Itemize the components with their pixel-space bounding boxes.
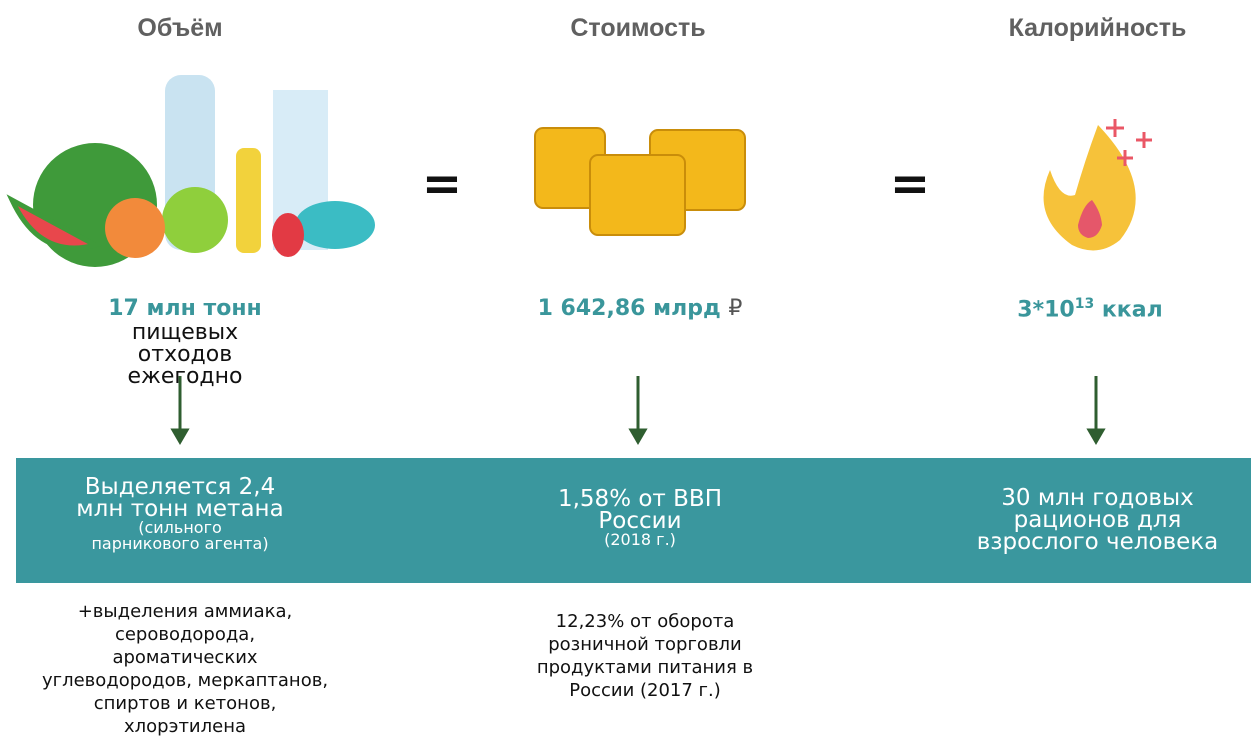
value-note: пищевых отходов ежегодно — [110, 322, 260, 388]
value: 1 642,86 млрд ₽ — [490, 296, 790, 321]
unit: ккал — [1102, 297, 1163, 322]
band-note: (сильного парникового агента) — [90, 520, 270, 552]
header: Стоимость — [538, 14, 738, 43]
header: Объём — [80, 14, 280, 43]
band-cell: 30 млн годовых рационов для взрослого че… — [955, 487, 1240, 553]
coins — [535, 128, 745, 235]
value-text: 1 642,86 млрд — [538, 296, 721, 321]
equals: = — [888, 156, 932, 212]
band-text: 1,58% от ВВП России — [555, 488, 725, 532]
exponent: 13 — [1075, 296, 1094, 312]
band-text: 30 млн годовых рационов для взрослого че… — [963, 487, 1233, 553]
band-cell: 1,58% от ВВП России (2018 г.) — [540, 488, 740, 548]
currency: ₽ — [728, 296, 742, 321]
page: Объём Стоимость Калорийность = = 17 млн … — [0, 0, 1251, 750]
equals: = — [420, 156, 464, 212]
bowl — [295, 201, 375, 249]
band-cell: Выделяется 2,4 млн тонн метана (сильного… — [60, 476, 300, 552]
footnote: 12,23% от оборота розничной торговли про… — [530, 610, 760, 702]
value-text: 3*10 — [1017, 297, 1074, 322]
oil — [236, 148, 261, 253]
band-note: (2018 г.) — [540, 532, 740, 548]
band-text: Выделяется 2,4 млн тонн метана — [60, 476, 300, 520]
value: 3*1013 ккал — [960, 296, 1220, 322]
value: 17 млн тонн — [60, 296, 310, 321]
arrows — [173, 376, 1103, 442]
header: Калорийность — [980, 14, 1215, 43]
apple — [162, 187, 228, 253]
strawberry — [272, 213, 304, 257]
footnote: +выделения аммиака, сероводорода, аромат… — [40, 600, 330, 738]
orange — [105, 198, 165, 258]
